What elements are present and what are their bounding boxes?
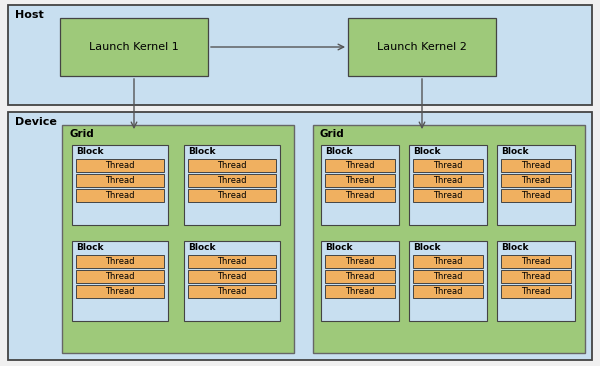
Text: Thread: Thread xyxy=(521,176,551,185)
Bar xyxy=(188,189,276,202)
Text: Thread: Thread xyxy=(217,161,247,170)
Bar xyxy=(348,18,496,76)
Bar xyxy=(413,189,483,202)
Bar xyxy=(188,255,276,268)
Bar xyxy=(8,112,592,360)
Bar xyxy=(497,241,575,321)
Text: Thread: Thread xyxy=(217,257,247,266)
Bar xyxy=(76,255,164,268)
Bar xyxy=(501,174,571,187)
Text: Block: Block xyxy=(188,147,215,157)
Bar xyxy=(409,145,487,225)
Bar xyxy=(321,241,399,321)
Bar xyxy=(325,174,395,187)
Text: Device: Device xyxy=(15,117,57,127)
Bar xyxy=(313,125,585,353)
Text: Thread: Thread xyxy=(105,272,135,281)
Text: Thread: Thread xyxy=(521,272,551,281)
Bar xyxy=(325,189,395,202)
Bar xyxy=(325,270,395,283)
Bar xyxy=(501,255,571,268)
Text: Block: Block xyxy=(501,243,529,253)
Text: Grid: Grid xyxy=(320,129,345,139)
Text: Thread: Thread xyxy=(433,176,463,185)
Text: Thread: Thread xyxy=(345,161,375,170)
Text: Block: Block xyxy=(325,147,353,157)
Bar xyxy=(72,241,168,321)
Bar xyxy=(76,159,164,172)
Bar xyxy=(184,145,280,225)
Text: Thread: Thread xyxy=(217,176,247,185)
Bar xyxy=(501,159,571,172)
Text: Launch Kernel 2: Launch Kernel 2 xyxy=(377,42,467,52)
Text: Thread: Thread xyxy=(433,191,463,200)
Bar xyxy=(321,145,399,225)
Bar xyxy=(60,18,208,76)
Bar xyxy=(409,241,487,321)
Text: Thread: Thread xyxy=(105,287,135,296)
Bar xyxy=(501,285,571,298)
Text: Launch Kernel 1: Launch Kernel 1 xyxy=(89,42,179,52)
Text: Thread: Thread xyxy=(105,257,135,266)
Bar xyxy=(62,125,294,353)
Bar xyxy=(8,5,592,105)
Text: Thread: Thread xyxy=(345,191,375,200)
Bar xyxy=(413,285,483,298)
Text: Host: Host xyxy=(15,10,44,20)
Text: Thread: Thread xyxy=(105,191,135,200)
Bar xyxy=(501,189,571,202)
Bar xyxy=(325,159,395,172)
Text: Thread: Thread xyxy=(521,161,551,170)
Bar xyxy=(325,255,395,268)
Text: Thread: Thread xyxy=(433,161,463,170)
Text: Thread: Thread xyxy=(433,257,463,266)
Text: Block: Block xyxy=(76,243,104,253)
Text: Thread: Thread xyxy=(433,272,463,281)
Text: Block: Block xyxy=(325,243,353,253)
Text: Thread: Thread xyxy=(217,191,247,200)
Text: Thread: Thread xyxy=(521,257,551,266)
Text: Thread: Thread xyxy=(217,272,247,281)
Text: Thread: Thread xyxy=(105,161,135,170)
Text: Thread: Thread xyxy=(521,191,551,200)
Bar xyxy=(72,145,168,225)
Text: Thread: Thread xyxy=(433,287,463,296)
Text: Block: Block xyxy=(413,147,440,157)
Text: Thread: Thread xyxy=(105,176,135,185)
Bar xyxy=(325,285,395,298)
Text: Thread: Thread xyxy=(521,287,551,296)
Text: Thread: Thread xyxy=(217,287,247,296)
Text: Grid: Grid xyxy=(69,129,94,139)
Text: Block: Block xyxy=(501,147,529,157)
Text: Block: Block xyxy=(188,243,215,253)
Bar xyxy=(184,241,280,321)
Bar xyxy=(413,270,483,283)
Bar xyxy=(188,285,276,298)
Bar xyxy=(76,270,164,283)
Bar xyxy=(76,189,164,202)
Bar xyxy=(413,255,483,268)
Bar xyxy=(188,270,276,283)
Bar xyxy=(76,285,164,298)
Text: Block: Block xyxy=(76,147,104,157)
Bar xyxy=(188,174,276,187)
Bar xyxy=(413,174,483,187)
Text: Thread: Thread xyxy=(345,257,375,266)
Bar xyxy=(76,174,164,187)
Text: Thread: Thread xyxy=(345,287,375,296)
Bar xyxy=(501,270,571,283)
Text: Thread: Thread xyxy=(345,272,375,281)
Text: Thread: Thread xyxy=(345,176,375,185)
Text: Block: Block xyxy=(413,243,440,253)
Bar xyxy=(188,159,276,172)
Bar xyxy=(497,145,575,225)
Bar xyxy=(413,159,483,172)
